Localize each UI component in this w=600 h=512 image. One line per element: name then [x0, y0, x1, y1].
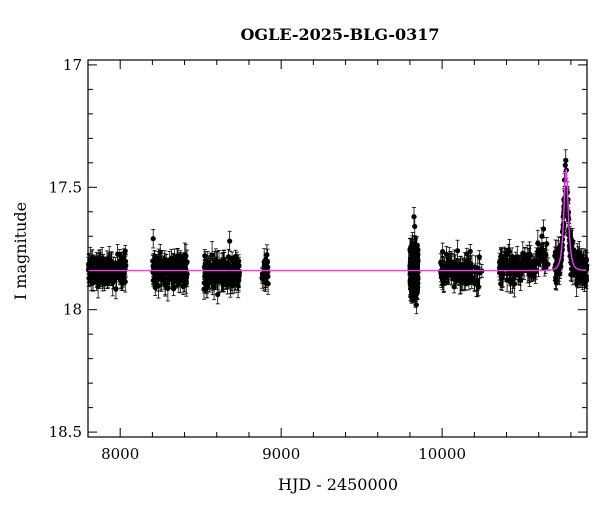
data-point: [263, 263, 270, 269]
data-point: [544, 241, 550, 247]
data-point: [519, 264, 525, 270]
data-point: [106, 256, 112, 263]
data-point: [88, 268, 94, 275]
data-point: [438, 260, 444, 266]
data-point: [475, 265, 481, 272]
data-point: [537, 251, 544, 257]
data-point: [454, 248, 461, 254]
data-point: [234, 256, 240, 263]
data-point: [511, 281, 517, 287]
data-point: [105, 272, 111, 279]
data-point: [177, 254, 183, 260]
data-point: [414, 250, 420, 256]
data-point: [209, 252, 215, 258]
data-point: [408, 270, 414, 277]
data-point: [173, 272, 179, 278]
data-point: [150, 258, 156, 264]
data-point: [99, 256, 105, 262]
data-point: [95, 283, 101, 290]
data-point: [233, 270, 239, 277]
data-point: [214, 258, 220, 265]
data-point: [89, 255, 95, 261]
data-point: [498, 281, 504, 287]
data-point: [263, 257, 269, 263]
data-point: [206, 276, 212, 282]
data-point: [228, 272, 234, 278]
data-point: [498, 258, 504, 265]
data-point: [179, 264, 185, 271]
data-point: [121, 257, 127, 264]
data-point: [453, 262, 460, 268]
data-point: [162, 281, 168, 287]
data-point: [151, 264, 158, 270]
data-point: [535, 240, 541, 246]
data-point: [178, 271, 184, 277]
data-point: [229, 256, 235, 262]
data-point: [118, 277, 124, 283]
data-point: [114, 264, 120, 270]
data-point: [469, 264, 475, 270]
data-point: [527, 261, 533, 268]
data-point: [407, 246, 413, 253]
data-point: [172, 264, 179, 271]
data-point: [202, 261, 208, 267]
data-point: [467, 248, 473, 254]
y-axis-label: I magnitude: [11, 202, 30, 300]
data-point: [532, 266, 538, 273]
data-point: [180, 283, 186, 289]
data-point: [499, 275, 505, 281]
data-point: [165, 285, 171, 291]
data-point: [170, 257, 176, 263]
chart-title: OGLE-2025-BLG-0317: [240, 25, 439, 44]
data-point: [207, 268, 213, 274]
data-point: [227, 281, 234, 287]
data-point: [157, 249, 163, 255]
data-point: [456, 275, 462, 281]
data-point: [477, 270, 483, 276]
data-point: [408, 283, 414, 289]
data-point: [515, 272, 521, 278]
data-point: [113, 286, 119, 292]
data-point: [515, 261, 521, 267]
x-axis-label: HJD - 2450000: [278, 475, 398, 494]
data-point: [100, 278, 106, 285]
data-point: [202, 253, 208, 259]
data-point: [109, 260, 115, 266]
data-point: [157, 272, 164, 278]
data-point: [117, 268, 123, 275]
data-point: [211, 273, 217, 279]
data-point: [440, 248, 446, 255]
data-point: [264, 268, 271, 275]
data-point: [466, 268, 472, 275]
data-point: [543, 252, 549, 258]
data-point: [461, 272, 467, 278]
data-point: [215, 291, 221, 298]
data-point: [445, 263, 452, 269]
data-point: [471, 278, 477, 284]
data-point: [535, 261, 542, 267]
